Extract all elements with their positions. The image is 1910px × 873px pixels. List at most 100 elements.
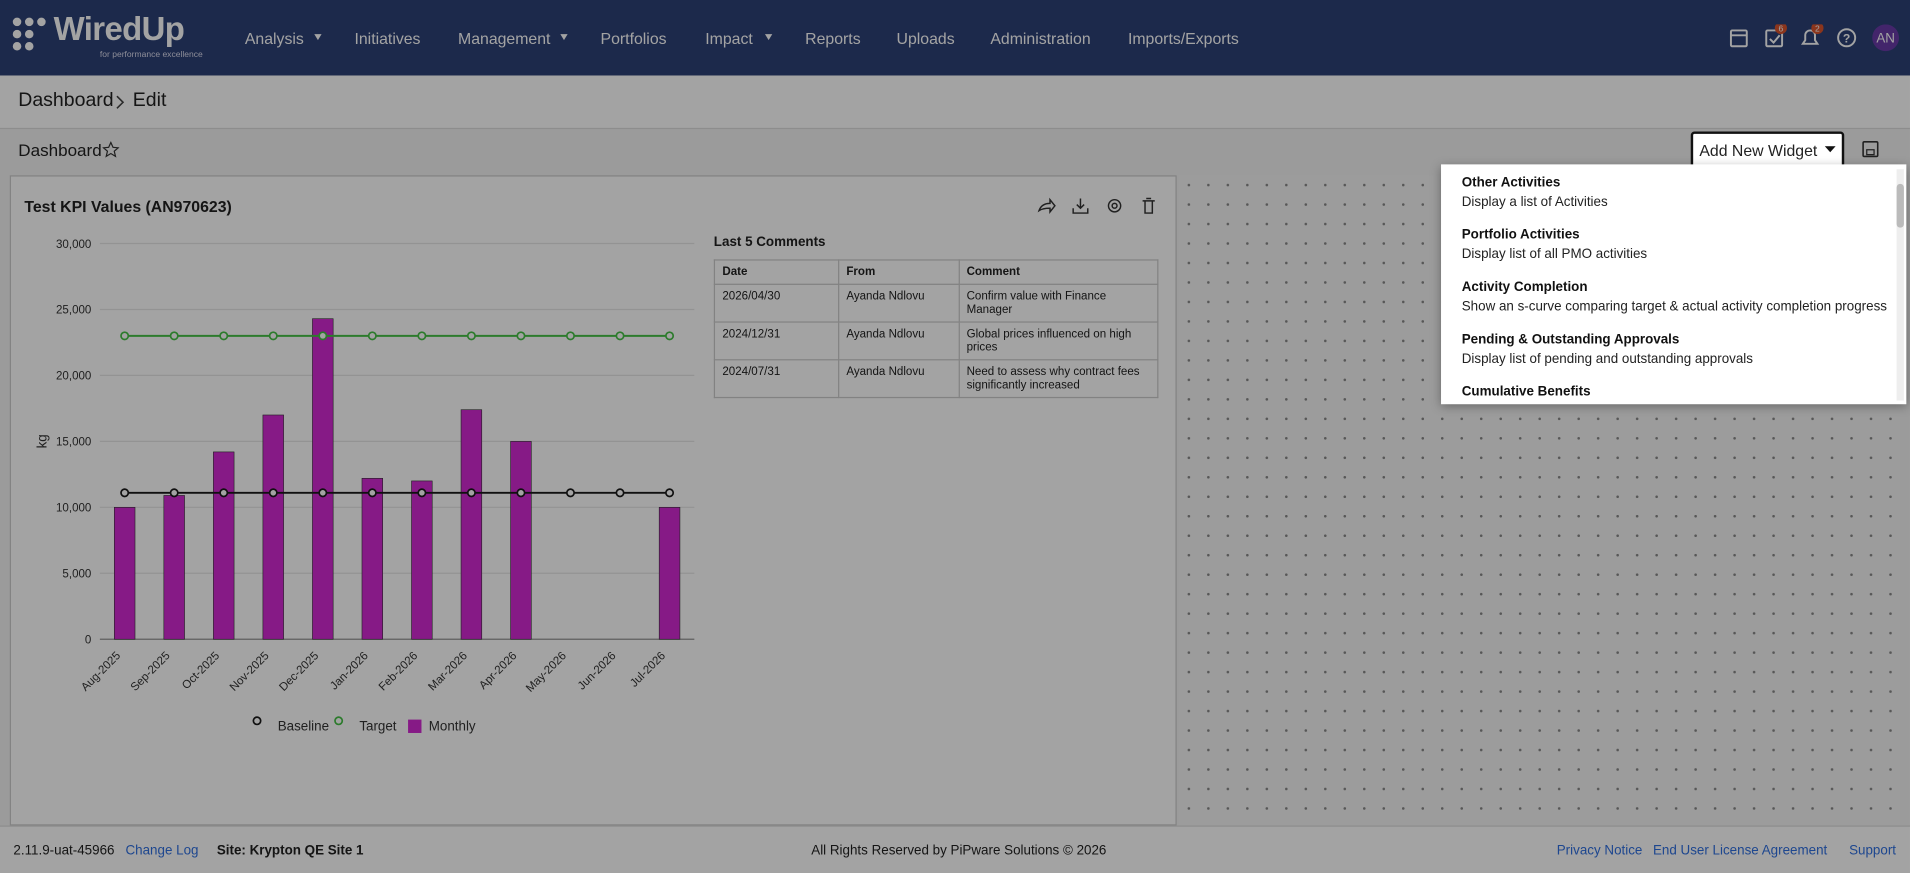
bar — [460, 409, 483, 640]
privacy-link[interactable]: Privacy Notice — [1556, 843, 1643, 859]
legend-swatch — [408, 719, 422, 733]
y-tick-label: 25,000 — [56, 305, 91, 317]
top-nav: WiredUp for performance excellence ? 6 2… — [0, 0, 1910, 76]
avatar[interactable]: AN — [1876, 31, 1895, 46]
nav-menu-item[interactable]: Reports — [805, 29, 861, 48]
line-marker — [318, 488, 328, 498]
line-marker — [219, 331, 229, 341]
line-marker — [665, 488, 675, 498]
line-marker — [516, 488, 526, 498]
table-header: Comment — [958, 259, 1159, 285]
line-marker — [169, 331, 179, 341]
comments-table: Date From Comment 2026/04/30 Ayanda Ndlovu Co… — [713, 259, 1159, 399]
calendar-icon[interactable] — [1729, 29, 1748, 48]
logo[interactable]: WiredUp — [53, 10, 185, 48]
share-icon[interactable] — [1037, 197, 1056, 214]
change-log-link[interactable]: Change Log — [125, 843, 199, 859]
line-marker — [120, 488, 130, 498]
table-cell: Confirm value with Finance Manager — [958, 283, 1159, 323]
table-cell: Ayanda Ndlovu — [837, 283, 960, 323]
bar — [361, 477, 383, 640]
line-marker — [615, 488, 625, 498]
favorite-star[interactable] — [102, 141, 120, 158]
save-icon[interactable] — [1861, 140, 1880, 159]
logo-icon — [12, 17, 46, 51]
y-tick-label: 0 — [85, 634, 91, 646]
nav-caret[interactable] — [314, 34, 322, 41]
widget-option-description[interactable]: Display a list of Activities — [1461, 194, 1608, 210]
nav-caret[interactable] — [764, 34, 773, 41]
widget-option-title[interactable]: Pending & Outstanding Approvals — [1461, 332, 1680, 348]
widget-option-title[interactable]: Activity Completion — [1461, 280, 1588, 295]
nav-menu-item[interactable]: Management — [458, 29, 551, 48]
table-header: From — [837, 259, 960, 285]
nav-menu-item[interactable]: Imports/Exports — [1127, 29, 1239, 48]
y-tick-label: 15,000 — [56, 437, 91, 449]
widget-option-description[interactable]: Display list of all PMO activities — [1461, 247, 1648, 262]
add-widget-button[interactable]: Add New Widget — [1690, 131, 1845, 169]
logo-tagline: for performance excellence — [99, 51, 203, 60]
breadcrumb-link[interactable]: Dashboard — [18, 90, 114, 111]
nav-menu-item[interactable]: Impact — [705, 29, 753, 48]
nav-menu-item[interactable]: Uploads — [896, 29, 955, 48]
line-marker — [665, 331, 675, 341]
nav-menu-item[interactable]: Administration — [990, 29, 1091, 48]
nav-menu-item[interactable]: Portfolios — [600, 29, 667, 48]
line-marker — [565, 331, 575, 341]
widget-dropdown: Other Activities Display a list of Activi… — [1441, 164, 1907, 405]
delete-icon[interactable] — [1142, 197, 1155, 214]
help-icon[interactable] — [1837, 28, 1857, 48]
widget-option-description[interactable]: Show an s-curve comparing target & actua… — [1461, 299, 1887, 315]
task-badge: 6 — [1779, 24, 1784, 33]
widget-title: Test KPI Values (AN970623) — [24, 197, 232, 216]
nav-menu-item[interactable]: Initiatives — [354, 29, 421, 48]
nav-icons: ? 6 2 AN — [1729, 24, 1900, 52]
line-marker — [367, 488, 377, 498]
line-marker — [615, 331, 625, 341]
widget-option-title[interactable]: Cumulative Benefits — [1461, 384, 1591, 400]
widget-option-description[interactable]: Display list of pending and outstanding … — [1461, 351, 1753, 367]
table-row: 2024/07/31 Ayanda Ndlovu Need to assess wh… — [713, 359, 1159, 399]
table-cell: Global prices influenced on high prices — [958, 321, 1159, 361]
nav-menu-item[interactable]: Analysis — [244, 29, 304, 48]
table-cell: Ayanda Ndlovu — [837, 321, 960, 361]
tasks-icon[interactable] — [1765, 29, 1784, 48]
widget-option-title[interactable]: Portfolio Activities — [1461, 227, 1580, 243]
y-tick-label: 30,000 — [56, 239, 91, 251]
copyright: All Rights Reserved by PiPware Solutions… — [811, 843, 1107, 859]
bell-icon[interactable] — [1800, 29, 1820, 45]
line-marker — [565, 488, 575, 498]
bar — [312, 318, 334, 640]
line-marker — [466, 331, 476, 341]
line-marker — [367, 331, 377, 341]
nav-caret[interactable] — [560, 34, 568, 41]
line-marker — [169, 488, 179, 498]
eula-link[interactable]: End User License Agreement — [1652, 843, 1828, 859]
widget-option-title[interactable]: Other Activities — [1461, 175, 1561, 190]
y-tick-label: 10,000 — [56, 503, 91, 515]
breadcrumb-bar: Dashboard Edit — [0, 75, 1910, 130]
dashboard-title: Dashboard — [18, 140, 102, 160]
bar — [262, 414, 284, 640]
table-header: Date — [713, 259, 840, 285]
bar — [658, 507, 681, 640]
version: 2.11.9-uat-45966 — [13, 843, 115, 859]
legend-label: Target — [359, 719, 396, 734]
widget-actions — [1037, 197, 1155, 214]
legend-label: Baseline — [278, 719, 329, 734]
legend-swatch — [252, 716, 262, 726]
line-marker — [318, 331, 328, 341]
support-link[interactable]: Support — [1849, 843, 1897, 859]
line-marker — [417, 488, 427, 498]
settings-icon[interactable] — [1107, 198, 1122, 213]
y-axis-label: kg — [34, 434, 49, 448]
table-cell: 2024/07/31 — [713, 359, 840, 399]
legend-label: Monthly — [429, 719, 476, 734]
breadcrumb-separator — [116, 95, 125, 109]
table-row: 2026/04/30 Ayanda Ndlovu Confirm value wit… — [713, 283, 1159, 323]
legend-swatch — [334, 716, 344, 726]
download-icon[interactable] — [1072, 198, 1089, 214]
scrollbar[interactable] — [1896, 169, 1904, 401]
